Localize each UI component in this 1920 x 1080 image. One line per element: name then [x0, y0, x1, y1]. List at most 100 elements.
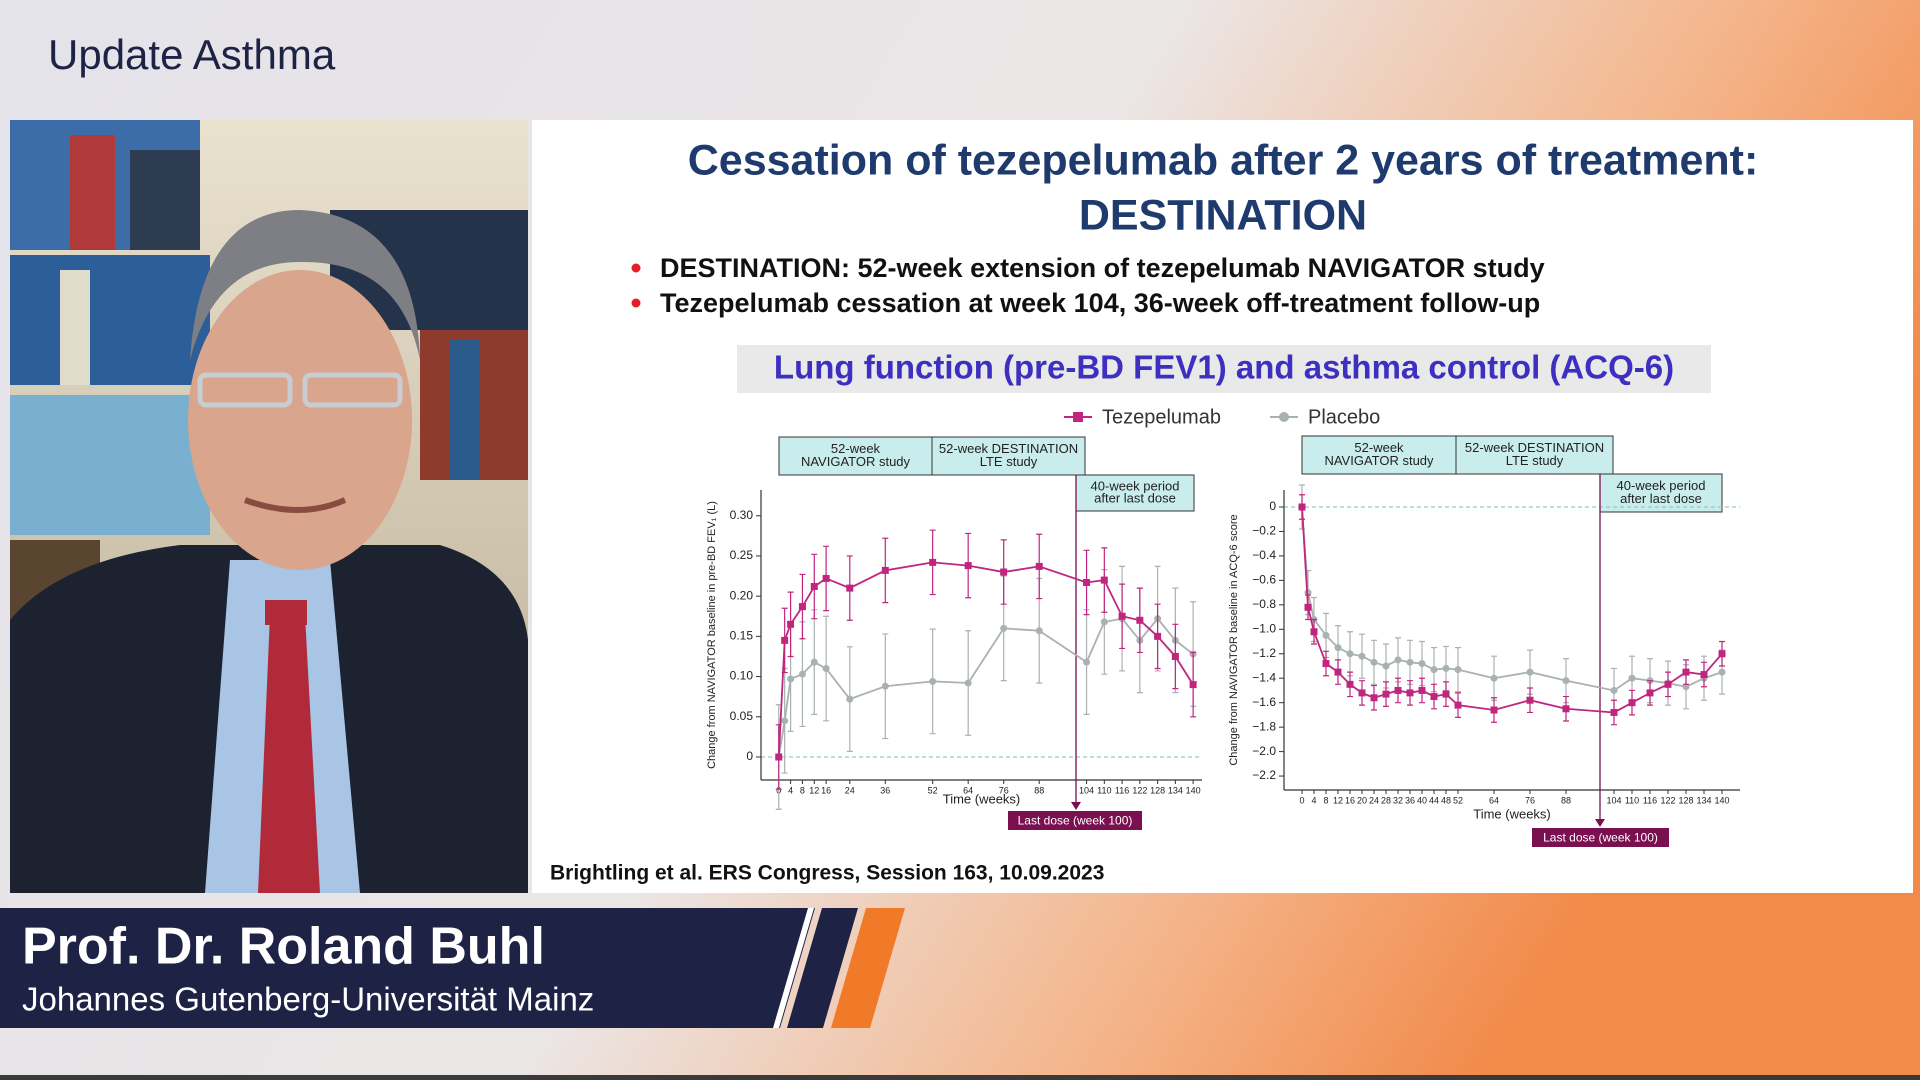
y-tick-label: 0.15: [730, 629, 754, 643]
legend-label: Placebo: [1308, 406, 1380, 428]
period-label: NAVIGATOR study: [801, 454, 911, 469]
data-point: [1628, 699, 1636, 707]
data-point: [964, 562, 972, 570]
x-tick-label: 64: [963, 785, 973, 795]
slide-subtitle: Lung function (pre-BD FEV1) and asthma c…: [774, 349, 1674, 386]
data-point: [1442, 664, 1450, 672]
data-point: [1304, 603, 1312, 611]
speaker-affiliation: Johannes Gutenberg-Universität Mainz: [22, 981, 594, 1018]
data-point: [781, 636, 789, 644]
data-point: [1118, 612, 1126, 620]
x-tick-label: 110: [1097, 785, 1111, 795]
bullet: DESTINATION: 52-week extension of tezepe…: [660, 253, 1545, 283]
x-tick-label: 52: [1453, 795, 1463, 805]
x-tick-label: 16: [821, 785, 831, 795]
x-tick-label: 8: [1323, 795, 1328, 805]
x-tick-label: 104: [1606, 795, 1621, 805]
data-point: [1430, 693, 1438, 701]
legend-label: Tezepelumab: [1102, 406, 1221, 428]
period-label: 52-week DESTINATION: [1465, 440, 1604, 455]
data-point: [881, 682, 889, 690]
period-label: LTE study: [980, 454, 1038, 469]
data-point: [1083, 658, 1091, 666]
x-tick-label: 134: [1696, 795, 1711, 805]
period-label: 52-week: [1354, 440, 1404, 455]
x-tick-label: 76: [999, 785, 1009, 795]
data-point: [1682, 668, 1690, 676]
data-point: [1298, 503, 1306, 511]
x-tick-label: 0: [1299, 795, 1304, 805]
data-point: [1189, 681, 1197, 689]
data-point: [1418, 660, 1426, 668]
annotation-box: [1532, 828, 1669, 847]
data-point: [1083, 578, 1091, 586]
data-point: [1430, 666, 1438, 674]
x-tick-label: 128: [1150, 785, 1165, 795]
x-tick-label: 140: [1186, 785, 1201, 795]
data-point: [1490, 706, 1498, 714]
x-tick-label: 12: [809, 785, 819, 795]
period-label: 40-week period: [1091, 478, 1180, 493]
x-tick-label: 76: [1525, 795, 1535, 805]
data-point: [787, 675, 795, 683]
data-point: [1358, 689, 1366, 697]
data-point: [846, 695, 854, 703]
x-tick-label: 134: [1168, 785, 1183, 795]
y-tick-label: 0.10: [730, 669, 754, 683]
x-tick-label: 128: [1678, 795, 1693, 805]
data-point: [1454, 701, 1462, 709]
data-point: [1718, 650, 1726, 658]
y-tick-label: −2.0: [1252, 744, 1276, 758]
data-point: [822, 665, 830, 673]
data-point: [822, 574, 830, 582]
slide-title: Cessation of tezepelumab after 2 years o…: [688, 136, 1759, 184]
y-tick-label: −1.6: [1252, 695, 1276, 709]
y-axis-label: Change from NAVIGATOR baseline in pre-BD…: [706, 501, 718, 769]
bullet-dot: [631, 263, 641, 273]
x-tick-label: 12: [1333, 795, 1343, 805]
period-box: [931, 436, 1086, 476]
data-point: [1646, 689, 1654, 697]
y-tick-label: 0.25: [730, 548, 754, 562]
x-tick-label: 116: [1115, 785, 1129, 795]
data-point: [1610, 708, 1618, 716]
data-point: [881, 566, 889, 574]
citation: Brightling et al. ERS Congress, Session …: [550, 862, 1104, 885]
data-point: [1322, 631, 1330, 639]
data-point: [1394, 686, 1402, 694]
data-point: [1490, 674, 1498, 682]
slide-title: DESTINATION: [1079, 191, 1367, 239]
data-point: [798, 670, 806, 678]
x-tick-label: 116: [1643, 795, 1657, 805]
period-box: [1455, 435, 1614, 475]
period-label: 52-week: [831, 441, 881, 456]
data-point: [1526, 696, 1534, 704]
x-tick-label: 4: [1311, 795, 1316, 805]
y-tick-label: 0: [1269, 499, 1276, 513]
period-label: 40-week period: [1617, 478, 1706, 493]
data-point: [1418, 686, 1426, 694]
data-point: [1370, 658, 1378, 666]
x-tick-label: 20: [1357, 795, 1367, 805]
y-tick-label: 0.20: [730, 588, 754, 602]
lower-third: [0, 908, 905, 1028]
data-point: [1610, 686, 1618, 694]
data-point: [1406, 689, 1414, 697]
x-tick-label: 28: [1381, 795, 1391, 805]
data-point: [1358, 652, 1366, 660]
y-tick-label: −0.2: [1252, 524, 1276, 538]
data-point: [964, 679, 972, 687]
subtitle-box: [737, 345, 1711, 393]
data-point: [1718, 668, 1726, 676]
x-tick-label: 52: [928, 785, 938, 795]
period-label: NAVIGATOR study: [1324, 453, 1434, 468]
data-point: [1154, 632, 1162, 640]
data-point: [929, 558, 937, 566]
y-tick-label: 0.05: [730, 709, 754, 723]
data-point: [1310, 628, 1318, 636]
data-point: [1035, 627, 1043, 635]
data-point: [1171, 652, 1179, 660]
x-axis-label: Time (weeks): [1473, 806, 1551, 821]
x-tick-label: 24: [845, 785, 855, 795]
